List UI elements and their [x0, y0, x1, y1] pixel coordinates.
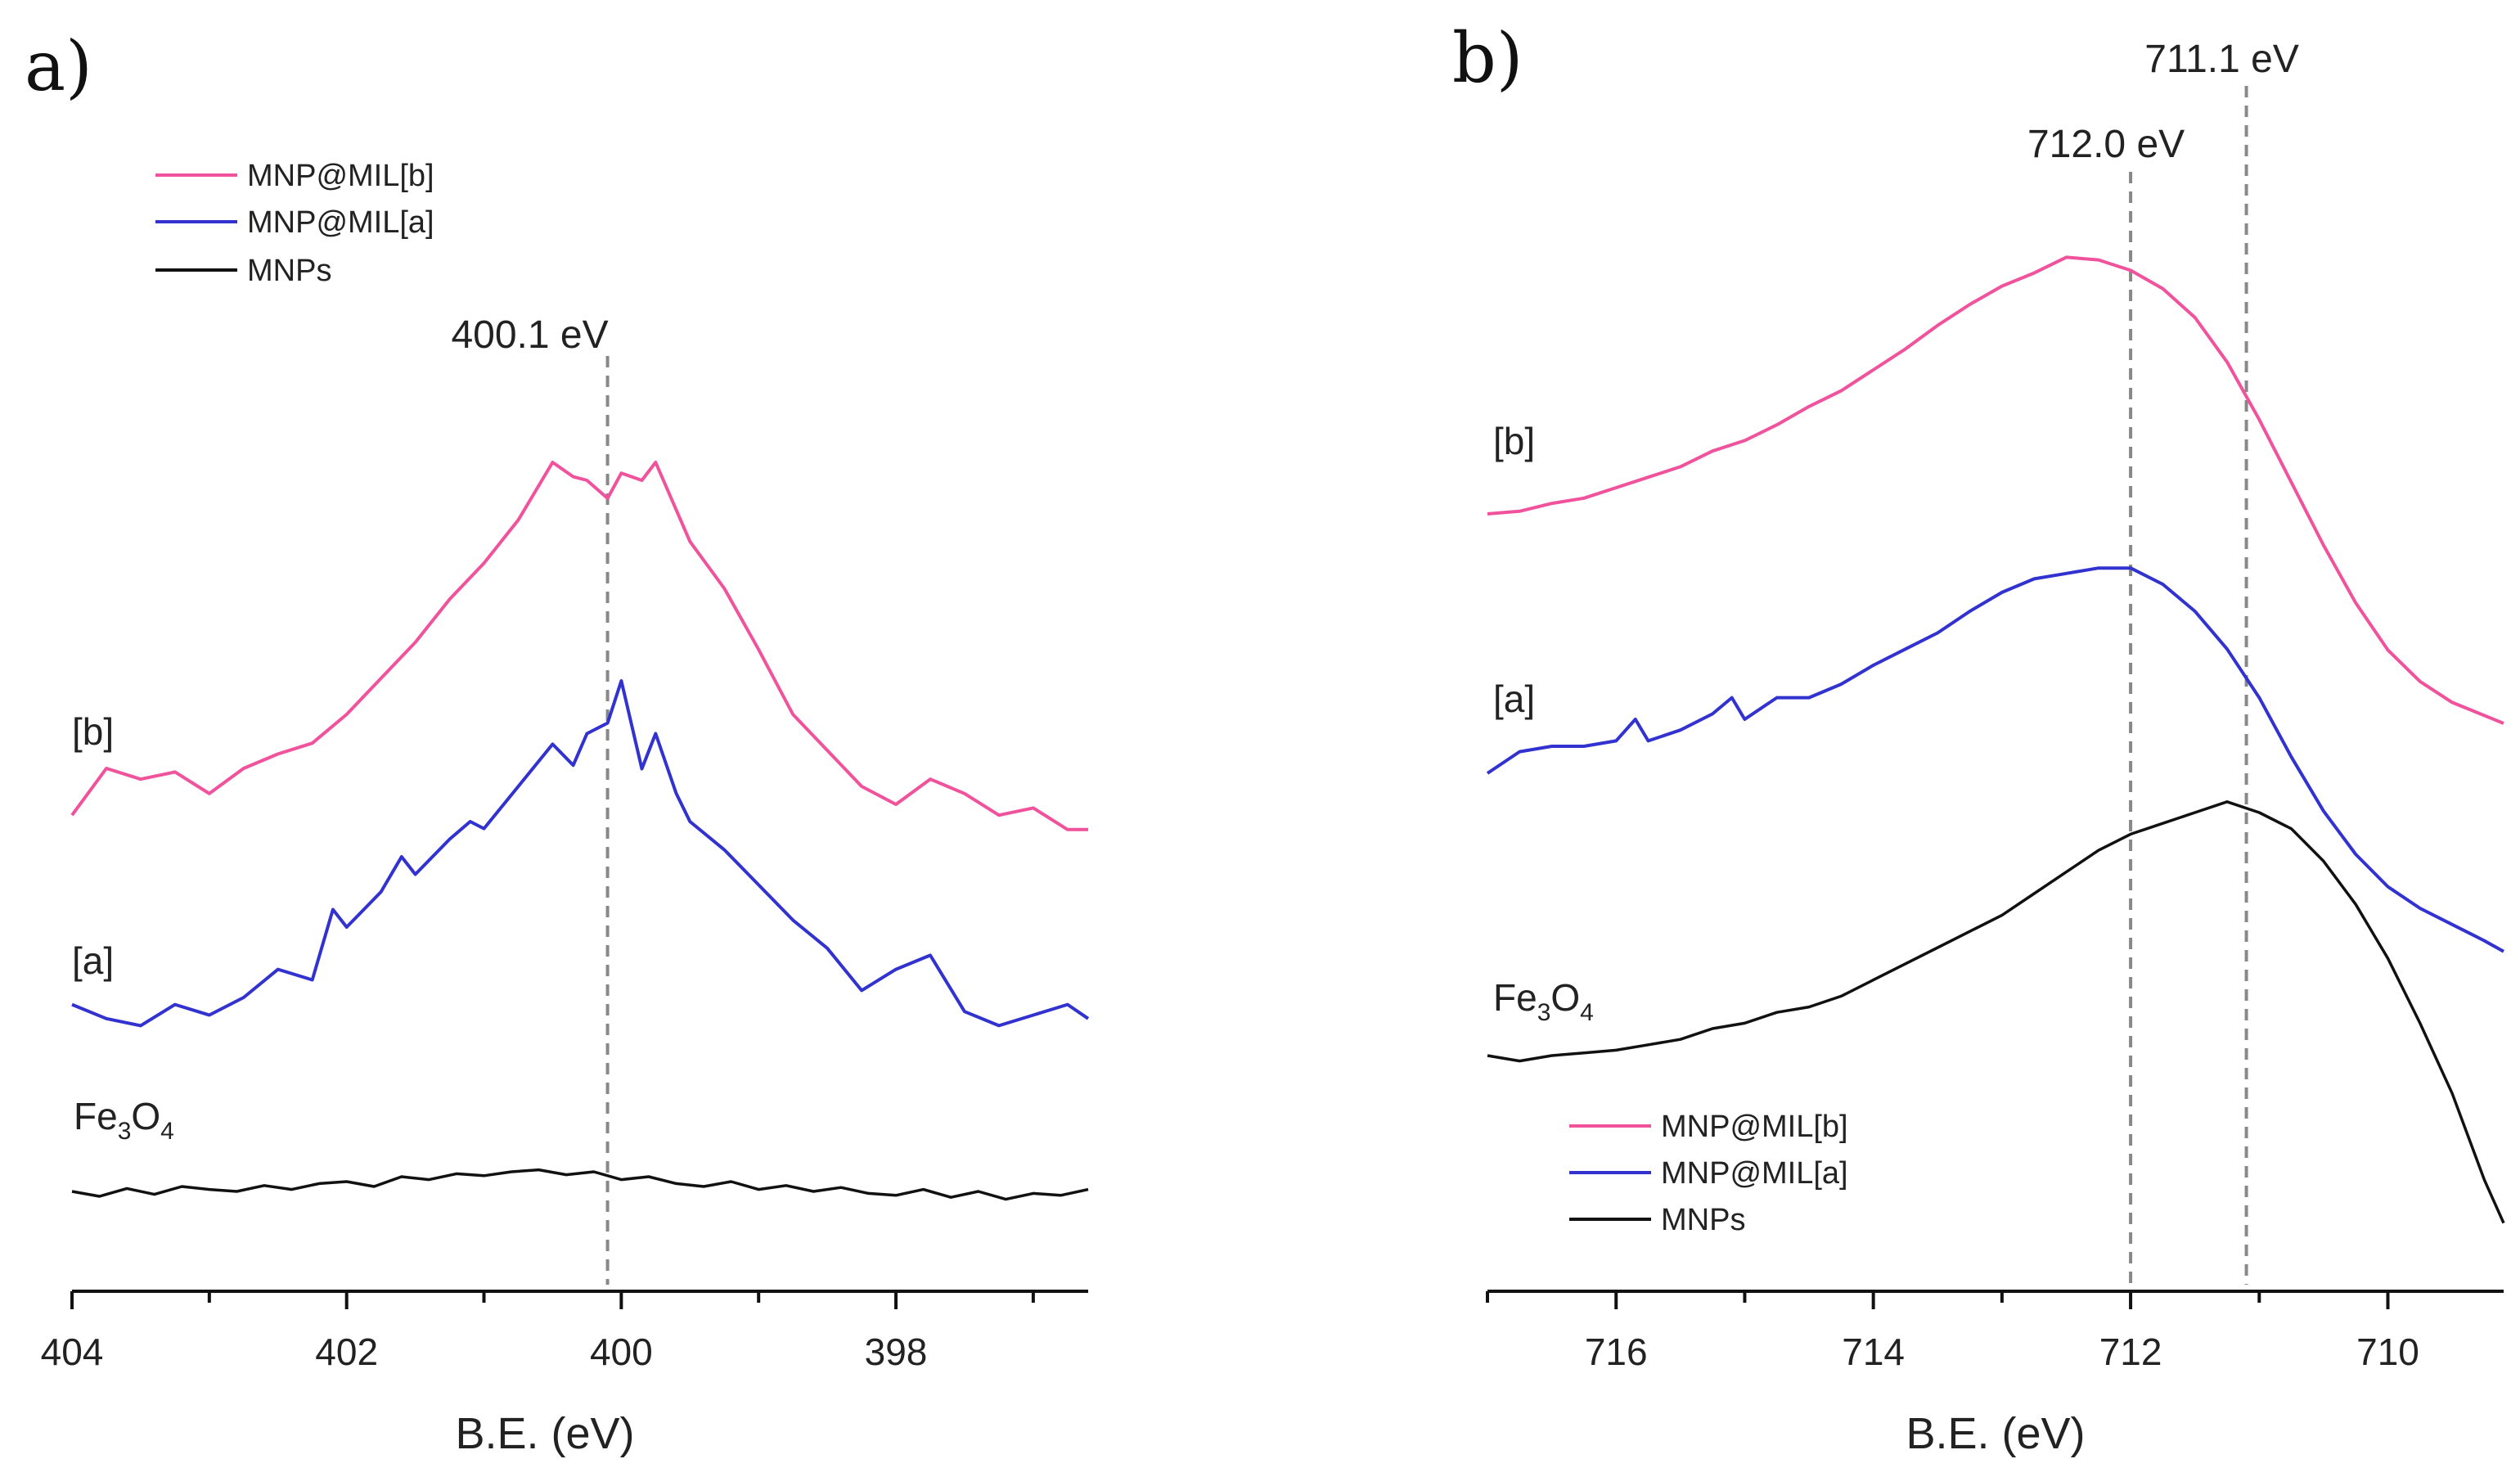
legend-label-mnps-panel-b: MNPs: [1661, 1203, 1745, 1237]
annotation-label-711-1: 711.1 eV: [2144, 38, 2299, 81]
legend-label-mil-b: MNP@MIL[b]: [247, 159, 434, 193]
panel-a-tick-label-400: 400: [590, 1331, 653, 1373]
panel-b-tick-label-716: 716: [1585, 1331, 1648, 1373]
panel-a-x-axis-title: B.E. (eV): [455, 1409, 634, 1458]
panel-b: b) 712.0 eV 711.1 eV [b] [a] Fe3O4 MNP@M…: [1452, 18, 2505, 1458]
panel-a: a) MNP@MIL[b] MNP@MIL[a] MNPs 400.1 eV […: [25, 26, 1090, 1458]
panel-b-tick-label-712: 712: [2099, 1331, 2162, 1373]
panel-b-label: b): [1452, 18, 1523, 98]
panel-a-tick-label-404: 404: [41, 1331, 104, 1373]
series-line-mil-a-panel-b: [1486, 566, 2504, 953]
panel-a-tick-label-402: 402: [315, 1331, 378, 1373]
panel-b-ticks: [1486, 1291, 2390, 1309]
curve-label-b-panel-b: [b]: [1493, 420, 1535, 462]
curve-label-fe3o4-panel-b: Fe3O4: [1493, 976, 1594, 1026]
series-line-mil-b-panel-b: [1487, 255, 2504, 725]
panel-b-tick-label-710: 710: [2356, 1331, 2419, 1373]
panel-a-tick-label-398: 398: [865, 1331, 928, 1373]
panel-b-legend: MNP@MIL[b] MNP@MIL[a] MNPs: [1569, 1110, 1848, 1237]
annotation-label-400-1: 400.1 eV: [451, 313, 608, 357]
curve-label-a: [a]: [72, 939, 114, 982]
panel-a-label: a): [25, 26, 92, 106]
panel-b-x-axis-title: B.E. (eV): [1906, 1409, 2085, 1458]
series-line-mnps-panel-b: [1487, 800, 2505, 1224]
annotation-label-712-0: 712.0 eV: [2027, 123, 2185, 166]
panel-a-legend: MNP@MIL[b] MNP@MIL[a] MNPs: [155, 159, 434, 288]
legend-label-mil-a-panel-b: MNP@MIL[a]: [1661, 1156, 1848, 1191]
curve-label-b: [b]: [72, 710, 114, 753]
series-line-mil-b: [70, 461, 1088, 831]
series-line-mil-a: [71, 679, 1090, 1028]
series-line-mnps: [71, 1168, 1089, 1201]
legend-label-mnps: MNPs: [247, 254, 331, 288]
legend-label-mil-b-panel-b: MNP@MIL[b]: [1661, 1110, 1848, 1144]
legend-label-mil-a: MNP@MIL[a]: [247, 205, 434, 240]
panel-b-tick-label-714: 714: [1842, 1331, 1905, 1373]
curve-label-fe3o4: Fe3O4: [74, 1095, 174, 1145]
curve-label-a-panel-b: [a]: [1493, 678, 1535, 720]
panel-a-ticks: [70, 1291, 1035, 1309]
